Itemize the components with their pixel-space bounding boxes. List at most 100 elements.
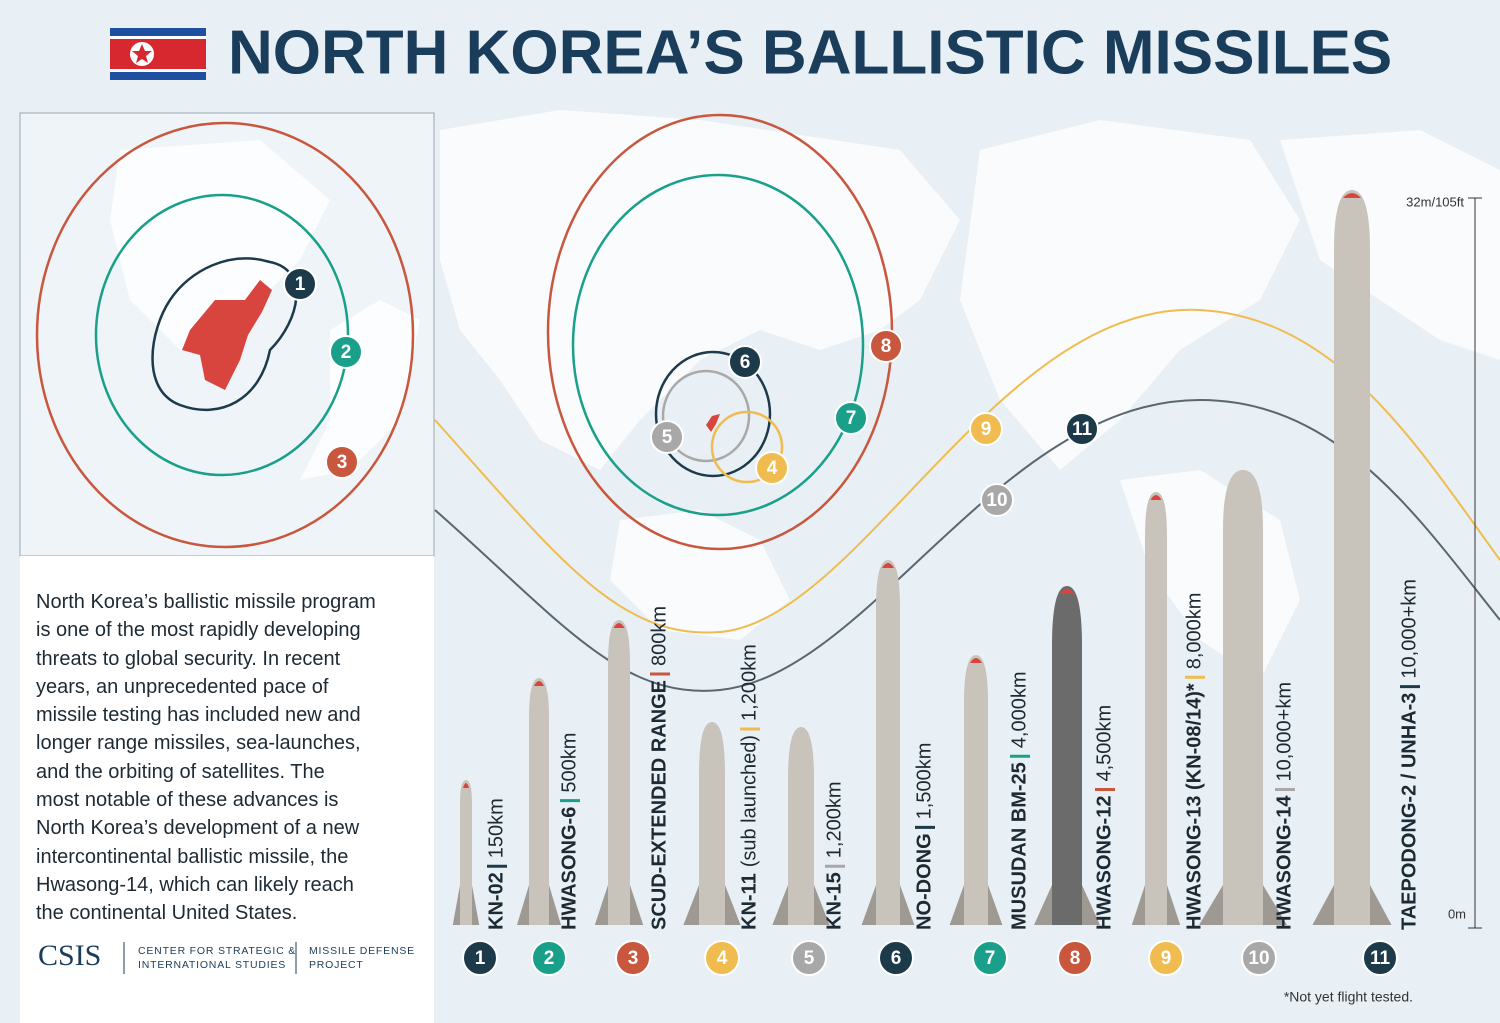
missile-body — [1223, 470, 1263, 925]
missile-body — [1052, 586, 1082, 925]
scale-bar — [1468, 197, 1482, 929]
missile-label: HWASONG-13 (KN-08/14)* 8,000km — [1183, 593, 1205, 930]
missile — [861, 560, 915, 925]
missile-tip — [1059, 589, 1075, 594]
badge-number: 11 — [1370, 948, 1391, 969]
badge — [728, 345, 762, 379]
badge-number: 9 — [1161, 948, 1172, 969]
missile-range: 150km — [485, 798, 507, 858]
missile-fins — [1034, 885, 1100, 925]
missile-name: SCUD-EXTENDED RANGE — [648, 680, 670, 930]
badge — [615, 940, 651, 976]
missile-body — [529, 678, 549, 925]
north-korea — [182, 280, 272, 390]
description-line: North Korea’s ballistic missile program — [36, 591, 376, 613]
land — [110, 140, 330, 360]
badge — [980, 483, 1014, 517]
missile-label: KN-02 150km — [485, 798, 507, 930]
badge-number: 7 — [846, 408, 857, 429]
scale-top: 32m/105ft — [1406, 194, 1464, 209]
description-line: years, an unprecedented pace of — [36, 675, 329, 698]
badge-number: 8 — [881, 336, 892, 357]
badge-number: 6 — [891, 948, 902, 969]
logo-org: CENTER FOR STRATEGIC & — [138, 945, 296, 957]
missile-range: 8,000km — [1183, 593, 1205, 670]
missile-name: TAEPODONG-2 / UNHA-3 — [1398, 693, 1420, 930]
missile — [517, 678, 561, 925]
missile-label: HWASONG-14 10,000+km — [1273, 682, 1295, 930]
missile-label: HWASONG-12 4,500km — [1093, 705, 1115, 930]
description-line: North Korea’s development of a new — [36, 817, 360, 840]
badge — [650, 420, 684, 454]
title: NORTH KOREA’S BALLISTIC MISSILES — [228, 18, 1392, 87]
missile-body — [1145, 492, 1167, 925]
range-ring — [654, 350, 772, 478]
logo-org: INTERNATIONAL STUDIES — [138, 959, 286, 971]
description: North Korea’s ballistic missile program i… — [36, 588, 426, 928]
badge-number: 10 — [986, 490, 1007, 511]
missile-name: KN-15 — [823, 872, 845, 930]
badge-number: 5 — [804, 948, 815, 969]
description-line: is one of the most rapidly developing — [36, 619, 361, 642]
missile — [1199, 470, 1287, 925]
missile-label: SCUD-EXTENDED RANGE 800km — [648, 606, 670, 930]
badge — [462, 940, 498, 976]
world-map — [440, 110, 1500, 680]
range-ring — [94, 193, 350, 477]
badge-number: 6 — [740, 352, 751, 373]
missile-fins — [1131, 885, 1181, 925]
missile-note: (sub launched) — [738, 735, 760, 867]
missile — [594, 620, 644, 925]
badge — [972, 940, 1008, 976]
badge-number: 7 — [985, 948, 996, 969]
badge — [1065, 412, 1099, 446]
badge — [969, 412, 1003, 446]
missile-label: MUSUDAN BM-25 4,000km — [1008, 671, 1030, 930]
missile-fins — [861, 885, 915, 925]
missile-name: HWASONG-13 (KN-08/14)* — [1183, 683, 1205, 930]
badge-number: 5 — [662, 427, 673, 448]
badge-number: 1 — [475, 948, 486, 969]
badge — [329, 335, 363, 369]
missile-body — [699, 722, 725, 925]
land — [300, 300, 420, 480]
missile-range: 800km — [648, 606, 670, 666]
badge-number: 4 — [717, 948, 728, 969]
logo-project: MISSILE DEFENSE — [309, 945, 415, 957]
missile-body — [460, 780, 472, 925]
missile — [1131, 492, 1181, 925]
badge — [869, 329, 903, 363]
missile-fins — [452, 885, 480, 925]
badge — [834, 401, 868, 435]
badge-number: 11 — [1072, 419, 1093, 440]
description-line: and the orbiting of satellites. The — [36, 760, 325, 783]
missile-range: 10,000+km — [1273, 682, 1295, 782]
badge — [878, 940, 914, 976]
badge-number: 1 — [295, 274, 306, 295]
missile-body — [788, 727, 814, 925]
logo-project: PROJECT — [309, 959, 364, 971]
missile-label: KN-15 1,200km — [823, 781, 845, 930]
badge-number: 10 — [1248, 948, 1269, 969]
badge — [325, 445, 359, 479]
missile-body — [876, 560, 900, 925]
missile-name: HWASONG-14 — [1273, 795, 1295, 930]
range-ring — [661, 369, 751, 463]
badge — [1148, 940, 1184, 976]
badge — [1362, 940, 1398, 976]
missile-fins — [683, 885, 741, 925]
description-line: missile testing has included new and — [36, 704, 361, 727]
missile-fins — [949, 885, 1003, 925]
badge-number: 3 — [337, 452, 348, 473]
missile — [683, 722, 741, 925]
badge-number: 8 — [1070, 948, 1081, 969]
description-line: Hwasong-14, which can likely reach — [36, 873, 354, 896]
badge — [704, 940, 740, 976]
north-korea — [706, 414, 720, 432]
badge-number: 9 — [981, 419, 992, 440]
badge — [755, 451, 789, 485]
missile-body — [608, 620, 630, 925]
missile — [772, 727, 830, 925]
missile-body — [964, 655, 988, 925]
